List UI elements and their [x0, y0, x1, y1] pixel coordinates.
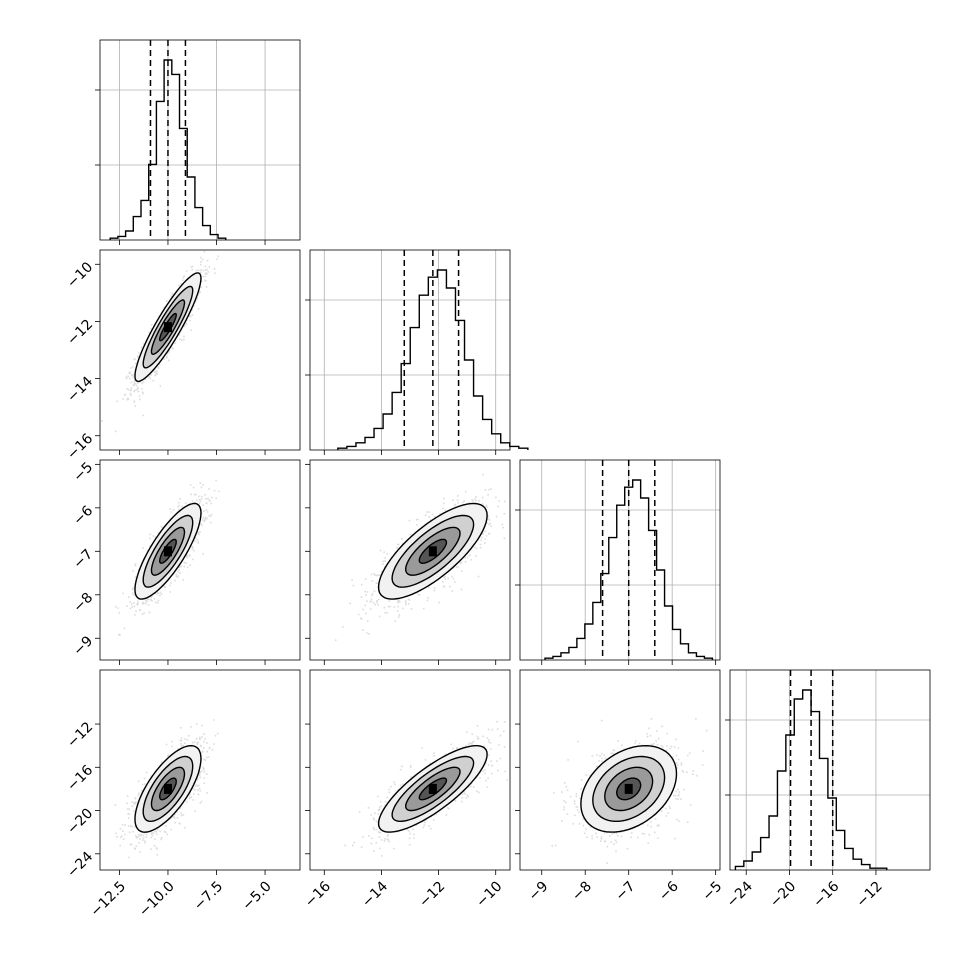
y-tick-label: −5: [70, 459, 96, 485]
panel-background: [100, 40, 300, 240]
x-tick-label: −16: [810, 878, 842, 910]
panel-frame: [99, 669, 301, 871]
x-tick-label: −5.0: [239, 878, 274, 913]
x-tick-label: −9: [526, 878, 552, 904]
x-tick-label: −24: [724, 878, 756, 910]
panel-3-0: −12.5 −10.0 −7.5 −5.0 −24 −20 −16 −12: [64, 669, 301, 920]
scatter-points: [114, 719, 219, 859]
y-tick-label: −24: [64, 849, 96, 881]
panel-frame: [519, 459, 721, 661]
y-tick-label: −20: [64, 806, 96, 838]
x-tick-label: −7.5: [191, 878, 226, 913]
panel-frame: [309, 249, 511, 451]
x-tick-label: −6: [656, 878, 682, 904]
x-tick-label: −12.5: [88, 878, 130, 920]
x-tick-label: −5: [700, 878, 726, 904]
y-tick-label: −14: [64, 373, 96, 405]
scatter-points: [344, 714, 510, 857]
panel-frame: [99, 39, 301, 241]
x-tick-label: −20: [767, 878, 799, 910]
density-peak: [428, 546, 437, 557]
density-peak: [163, 322, 172, 333]
y-tick-label: −6: [70, 503, 96, 529]
density-peak: [428, 783, 437, 794]
histogram-2: [544, 479, 714, 660]
panel-2-0: −9 −8 −7 −6 −5: [70, 459, 301, 665]
panel-background: [100, 460, 300, 660]
density-peak: [624, 783, 633, 794]
y-tick-label: −8: [70, 590, 96, 616]
histogram-1: [337, 269, 529, 450]
panel-1-0: −16 −14 −12 −10: [64, 249, 301, 463]
panel-background: [100, 670, 300, 870]
density-peak: [163, 783, 172, 794]
y-tick-label: −12: [64, 719, 96, 751]
x-tick-label: −10.0: [136, 878, 178, 920]
panel-frame: [729, 669, 931, 871]
y-tick-label: −10: [64, 259, 96, 291]
x-tick-label: −10: [473, 878, 505, 910]
panel-2-2: [515, 459, 721, 665]
x-tick-label: −7: [613, 878, 639, 904]
x-tick-label: −12: [853, 878, 885, 910]
panel-3-1: −16 −14 −12 −10: [302, 669, 511, 911]
x-tick-label: −16: [302, 878, 334, 910]
panel-2-1: [305, 459, 511, 665]
x-tick-label: −14: [359, 878, 391, 910]
panel-background: [730, 670, 930, 870]
scatter-points: [101, 250, 220, 433]
panel-frame: [99, 249, 301, 451]
y-tick-label: −16: [64, 762, 96, 794]
scatter-points: [334, 473, 506, 641]
scatter-points: [551, 718, 708, 864]
panel-frame: [519, 669, 721, 871]
panel-frame: [309, 459, 511, 661]
y-tick-label: −9: [70, 633, 96, 659]
x-tick-label: −12: [416, 878, 448, 910]
y-tick-label: −7: [70, 546, 96, 572]
y-tick-label: −12: [64, 316, 96, 348]
panel-background: [520, 460, 720, 660]
x-tick-label: −8: [569, 878, 595, 904]
panel-0-0: [95, 39, 301, 245]
panel-frame: [309, 669, 511, 871]
y-tick-label: −16: [64, 431, 96, 463]
panel-frame: [99, 459, 301, 661]
panel-1-1: [305, 249, 529, 455]
panel-3-2: −9 −8 −7 −6 −5: [515, 669, 726, 904]
panel-3-3: −24 −20 −16 −12: [724, 669, 931, 911]
scatter-points: [115, 479, 220, 636]
density-peak: [163, 546, 172, 557]
